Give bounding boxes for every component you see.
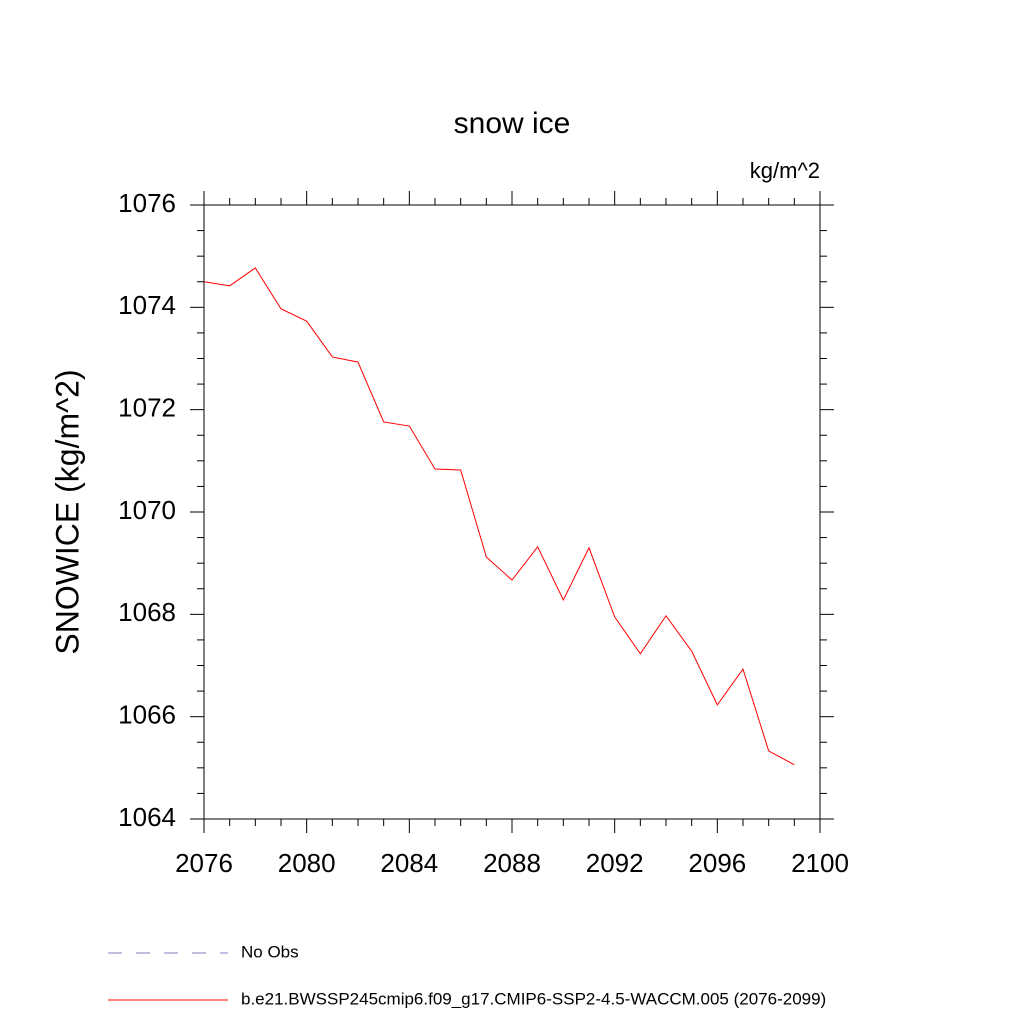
- data-line: [203, 267, 795, 766]
- legend-label: No Obs: [241, 942, 299, 961]
- x-tick-label: 2096: [688, 848, 746, 878]
- x-tick-label: 2080: [278, 848, 336, 878]
- chart-title: snow ice: [454, 107, 571, 140]
- x-tick-label: 2084: [380, 848, 438, 878]
- y-tick-label: 1068: [118, 597, 176, 627]
- x-tick-label: 2100: [791, 848, 849, 878]
- units-label: kg/m^2: [750, 158, 820, 183]
- legend-label: b.e21.BWSSP245cmip6.f09_g17.CMIP6-SSP2-4…: [241, 989, 826, 1008]
- y-tick-label: 1066: [118, 700, 176, 730]
- y-tick-label: 1074: [118, 290, 176, 320]
- y-tick-label: 1070: [118, 495, 176, 525]
- y-axis-title: SNOWICE (kg/m^2): [49, 369, 85, 654]
- y-tick-label: 1064: [118, 802, 176, 832]
- x-tick-label: 2088: [483, 848, 541, 878]
- x-tick-label: 2092: [586, 848, 644, 878]
- y-tick-label: 1072: [118, 393, 176, 423]
- x-tick-label: 2076: [175, 848, 233, 878]
- y-tick-label: 1076: [118, 188, 176, 218]
